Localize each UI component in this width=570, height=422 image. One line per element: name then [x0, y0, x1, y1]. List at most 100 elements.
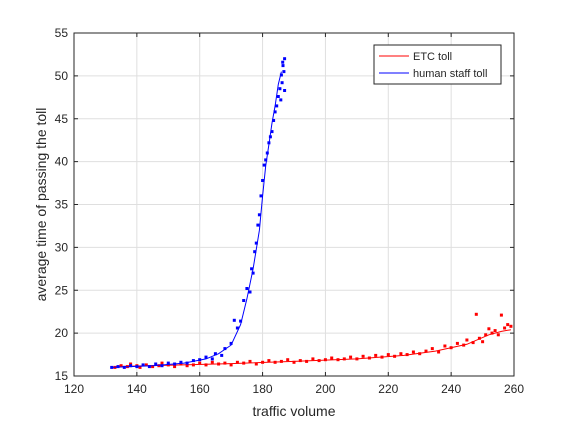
data-point-etc [255, 363, 258, 366]
y-tick-label: 40 [55, 155, 69, 169]
data-point-human-staff [283, 57, 286, 60]
data-point-etc [355, 357, 358, 360]
data-point-human-staff [252, 272, 255, 275]
data-point-human-staff [142, 363, 145, 366]
data-point-human-staff [167, 362, 170, 365]
data-point-human-staff [277, 95, 280, 98]
data-point-human-staff [267, 141, 270, 144]
data-point-human-staff [264, 158, 267, 161]
legend-label-etc: ETC toll [413, 51, 452, 63]
y-tick-label: 55 [55, 26, 69, 40]
data-point-etc [506, 323, 509, 326]
data-point-etc [450, 346, 453, 349]
data-point-human-staff [242, 299, 245, 302]
y-tick-label: 15 [55, 369, 69, 383]
data-point-etc [293, 361, 296, 364]
y-tick-label: 30 [55, 240, 69, 254]
data-point-etc [274, 361, 277, 364]
y-tick-label: 50 [55, 69, 69, 83]
data-point-etc [192, 363, 195, 366]
data-point-human-staff [117, 365, 120, 368]
y-axis-label: average time of passing the toll [33, 108, 49, 302]
x-axis-label: traffic volume [253, 403, 336, 419]
data-point-human-staff [253, 250, 256, 253]
data-point-etc [161, 362, 164, 365]
data-point-etc [412, 351, 415, 354]
data-point-etc [305, 360, 308, 363]
data-point-etc [509, 325, 512, 328]
data-point-etc [217, 363, 220, 366]
data-point-human-staff [233, 319, 236, 322]
data-point-etc [418, 352, 421, 355]
data-point-etc [311, 357, 314, 360]
data-point-etc [249, 360, 252, 363]
data-point-human-staff [186, 362, 189, 365]
data-point-etc [242, 362, 245, 365]
data-point-human-staff [173, 363, 176, 366]
y-tick-label: 45 [55, 112, 69, 126]
data-point-human-staff [280, 74, 283, 77]
data-point-etc [324, 358, 327, 361]
data-point-human-staff [179, 361, 182, 364]
data-point-etc [349, 356, 352, 359]
data-point-etc [368, 357, 371, 360]
data-point-etc [186, 364, 189, 367]
data-point-human-staff [198, 358, 201, 361]
data-point-human-staff [256, 224, 259, 227]
data-point-etc [491, 332, 494, 335]
data-point-human-staff [154, 363, 157, 366]
data-point-etc [393, 355, 396, 358]
data-point-human-staff [263, 164, 266, 167]
data-point-human-staff [275, 104, 278, 107]
data-point-human-staff [271, 130, 274, 133]
data-point-etc [475, 313, 478, 316]
data-point-etc [280, 360, 283, 363]
data-point-human-staff [282, 64, 285, 67]
data-point-human-staff [123, 366, 126, 369]
data-point-etc [211, 361, 214, 364]
data-point-human-staff [282, 70, 285, 73]
data-point-human-staff [278, 87, 281, 90]
data-point-etc [330, 357, 333, 360]
data-point-human-staff [245, 287, 248, 290]
data-point-human-staff [272, 119, 275, 122]
data-point-etc [462, 344, 465, 347]
data-point-human-staff [148, 365, 151, 368]
data-point-etc [343, 357, 346, 360]
data-point-etc [494, 329, 497, 332]
data-point-human-staff [283, 89, 286, 92]
data-point-etc [484, 333, 487, 336]
data-point-etc [198, 362, 201, 365]
data-point-human-staff [211, 357, 214, 360]
data-point-etc [286, 358, 289, 361]
x-tick-label: 260 [504, 382, 524, 396]
data-point-human-staff [281, 61, 284, 64]
data-point-etc [299, 359, 302, 362]
data-point-etc [487, 327, 490, 330]
data-point-etc [443, 345, 446, 348]
data-point-human-staff [220, 354, 223, 357]
data-point-human-staff [279, 98, 282, 101]
data-point-human-staff [260, 194, 263, 197]
data-point-human-staff [205, 356, 208, 359]
y-tick-label: 25 [55, 283, 69, 297]
data-point-etc [497, 333, 500, 336]
data-point-etc [267, 359, 270, 362]
data-point-etc [223, 362, 226, 365]
data-point-human-staff [250, 267, 253, 270]
data-point-human-staff [249, 291, 252, 294]
x-tick-label: 200 [315, 382, 335, 396]
data-point-human-staff [230, 342, 233, 345]
data-point-etc [337, 358, 340, 361]
data-point-human-staff [135, 365, 138, 368]
data-point-human-staff [129, 364, 132, 367]
data-point-etc [500, 314, 503, 317]
legend: ETC toll human staff toll [374, 45, 501, 84]
data-point-human-staff [261, 179, 264, 182]
data-point-human-staff [161, 364, 164, 367]
data-point-human-staff [266, 152, 269, 155]
data-point-etc [318, 359, 321, 362]
data-point-human-staff [110, 366, 113, 369]
data-point-etc [425, 350, 428, 353]
data-point-etc [431, 347, 434, 350]
